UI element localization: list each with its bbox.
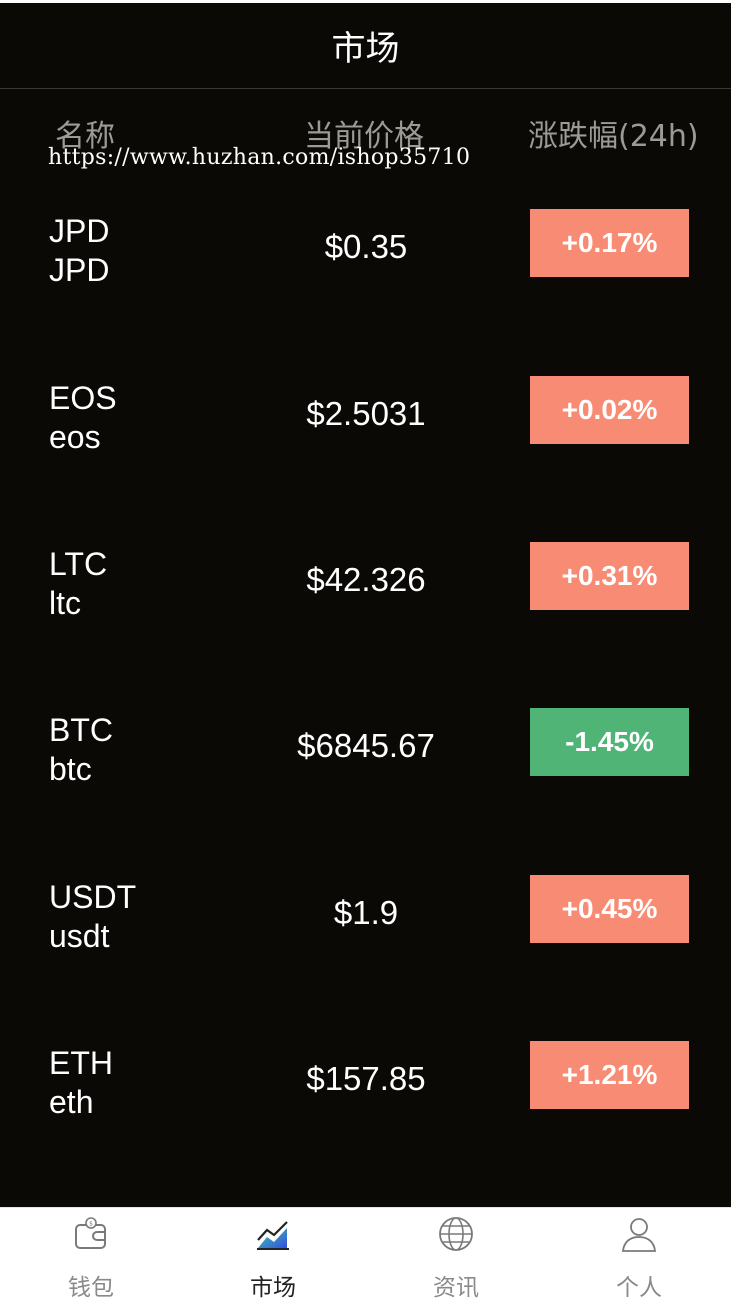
- change-badge[interactable]: +0.45%: [530, 875, 689, 943]
- wallet-icon: $: [75, 1217, 106, 1249]
- nav-label: 钱包: [68, 1275, 114, 1301]
- change-badge[interactable]: +0.17%: [530, 209, 689, 277]
- market-row[interactable]: EOS eos $2.5031 +0.02%: [0, 353, 731, 520]
- coin-symbol-block: USDT usdt: [49, 878, 136, 956]
- coin-name: usdt: [49, 918, 110, 954]
- market-row[interactable]: USDT usdt $1.9 +0.45%: [0, 852, 731, 1019]
- watermark-text: https://www.huzhan.com/ishop35710: [48, 145, 471, 170]
- coin-price: $2.5031: [306, 395, 426, 432]
- market-row[interactable]: ETH eth $157.85 +1.21%: [0, 1018, 731, 1185]
- coin-symbol: ETH: [49, 1045, 113, 1081]
- market-row[interactable]: LTC ltc $42.326 +0.31%: [0, 519, 731, 686]
- globe-icon: [439, 1217, 473, 1251]
- coin-price: $6845.67: [297, 727, 435, 764]
- coin-price: $157.85: [306, 1060, 426, 1097]
- coin-name: eth: [49, 1084, 94, 1120]
- market-row[interactable]: BTC btc $6845.67 -1.45%: [0, 685, 731, 852]
- coin-name: btc: [49, 751, 92, 787]
- change-badge[interactable]: -1.45%: [530, 708, 689, 776]
- user-icon: [622, 1218, 656, 1252]
- nav-label: 资讯: [433, 1275, 479, 1301]
- nav-label: 市场: [250, 1275, 296, 1301]
- column-header-name: 名称: [55, 119, 115, 154]
- nav-item-profile[interactable]: 个人: [548, 1208, 730, 1304]
- nav-item-wallet[interactable]: $ 钱包: [0, 1208, 182, 1304]
- coin-name: JPD: [49, 252, 110, 288]
- change-badge[interactable]: +0.02%: [530, 376, 689, 444]
- market-screen: 市场 名称 当前价格 涨跌幅(24h) https://www.huzhan.c…: [0, 3, 731, 1303]
- bottom-nav: $ 钱包 市场 资讯 个人: [0, 1207, 731, 1304]
- coin-price: $42.326: [306, 561, 426, 598]
- coin-symbol: LTC: [49, 546, 108, 582]
- nav-item-market[interactable]: 市场: [182, 1208, 364, 1304]
- column-header-change: 涨跌幅(24h): [528, 119, 699, 154]
- coin-price: $1.9: [333, 894, 399, 931]
- coin-name: eos: [49, 419, 101, 455]
- change-badge[interactable]: +0.31%: [530, 542, 689, 610]
- nav-label: 个人: [616, 1275, 662, 1301]
- coin-symbol: EOS: [49, 380, 117, 416]
- coin-symbol: USDT: [49, 879, 137, 915]
- coin-price: $0.35: [324, 228, 408, 265]
- coin-symbol-block: ETH eth: [49, 1044, 113, 1122]
- title-bar: 市场: [0, 3, 731, 89]
- coin-symbol: BTC: [49, 712, 113, 748]
- page-title: 市场: [331, 29, 400, 69]
- market-row[interactable]: JPD JPD $0.35 +0.17%: [0, 186, 731, 353]
- page-edge: [731, 0, 739, 1303]
- coin-symbol-block: EOS eos: [49, 379, 117, 457]
- coin-symbol-block: JPD JPD: [49, 212, 109, 290]
- coin-symbol: JPD: [49, 213, 110, 249]
- change-badge[interactable]: +1.21%: [530, 1041, 689, 1109]
- coin-symbol-block: BTC btc: [49, 711, 113, 789]
- svg-text:$: $: [89, 1221, 93, 1228]
- column-header-price: 当前价格: [304, 119, 424, 154]
- coin-name: ltc: [49, 585, 81, 621]
- coin-symbol-block: LTC ltc: [49, 545, 107, 623]
- chart-icon: [257, 1221, 289, 1250]
- nav-item-news[interactable]: 资讯: [365, 1208, 547, 1304]
